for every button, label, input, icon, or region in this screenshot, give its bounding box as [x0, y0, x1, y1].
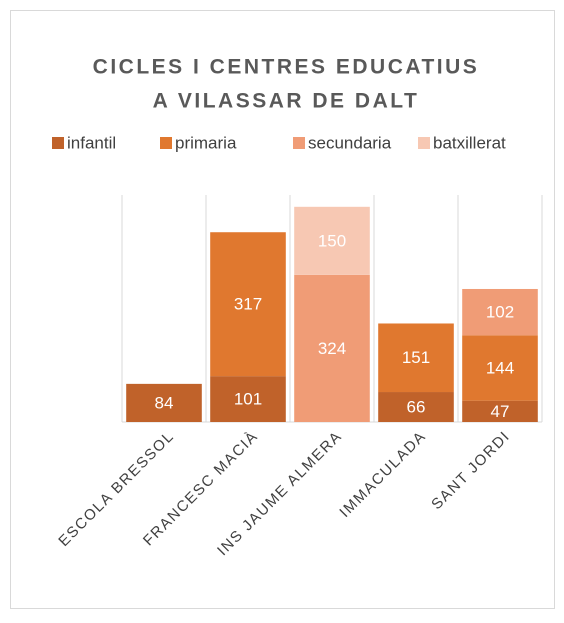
data-label: 84	[155, 393, 174, 412]
legend-label: secundaria	[308, 133, 392, 152]
legend-label: primaria	[175, 133, 237, 152]
legend-label: batxillerat	[433, 133, 506, 152]
data-label: 150	[318, 231, 346, 250]
bar-segment	[462, 288, 538, 336]
chart-title: A VILASSAR DE DALT	[153, 90, 420, 113]
chart-title: CICLES I CENTRES EDUCATIUS	[93, 56, 480, 79]
legend-swatch	[52, 137, 64, 149]
legend-swatch	[293, 137, 305, 149]
bar-segment	[294, 274, 370, 422]
bar-segment	[126, 383, 202, 422]
data-label: 324	[318, 339, 346, 358]
bar-segment	[378, 392, 454, 422]
data-label: 102	[486, 303, 514, 322]
data-label: 144	[486, 358, 514, 377]
bar-segment	[294, 206, 370, 275]
data-label: 47	[491, 402, 510, 421]
data-label: 317	[234, 295, 262, 314]
legend-swatch	[160, 137, 172, 149]
data-label: 151	[402, 348, 430, 367]
bar-segment	[210, 232, 286, 377]
legend-label: infantil	[67, 133, 116, 152]
data-label: 101	[234, 390, 262, 409]
data-label: 66	[407, 398, 426, 417]
bar-segment	[210, 376, 286, 422]
bar-segment	[378, 323, 454, 393]
bar-segment	[462, 400, 538, 422]
bar-segment	[462, 335, 538, 401]
legend-swatch	[418, 137, 430, 149]
